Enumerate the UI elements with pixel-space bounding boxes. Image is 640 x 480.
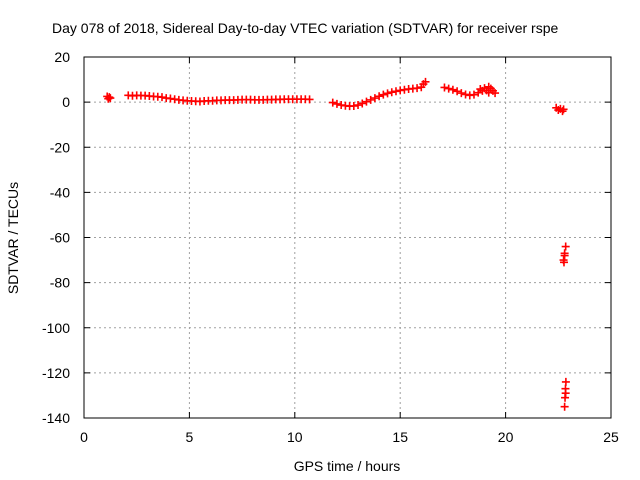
- data-point: [375, 92, 384, 101]
- data-point: [328, 98, 337, 107]
- data-point: [105, 93, 114, 102]
- data-point: [366, 95, 375, 104]
- y-tick-label: -120: [42, 365, 70, 381]
- data-point: [157, 93, 166, 102]
- data-point: [561, 242, 570, 251]
- data-point: [560, 251, 569, 260]
- data-point: [370, 94, 379, 103]
- y-tick-label: -40: [50, 184, 70, 200]
- data-point: [440, 83, 449, 92]
- data-point: [559, 105, 568, 114]
- data-points: [103, 77, 570, 411]
- data-point: [332, 99, 341, 108]
- data-point: [558, 107, 567, 116]
- y-tick-label: -80: [50, 275, 70, 291]
- y-tick-label: 0: [62, 94, 70, 110]
- axis-ticks: 0 5 10 15 20 25 20 0 -20 -40 -60 -80 -100 -120 -140: [42, 49, 619, 445]
- data-point: [469, 90, 478, 99]
- data-point: [379, 90, 388, 99]
- y-tick-label: 20: [54, 49, 70, 65]
- y-tick-label: -20: [50, 139, 70, 155]
- data-point: [413, 84, 422, 93]
- data-point: [421, 77, 430, 86]
- chart-title: Day 078 of 2018, Sidereal Day-to-day VTE…: [52, 20, 558, 36]
- y-tick-label: -60: [50, 230, 70, 246]
- data-point: [484, 82, 493, 91]
- data-point: [560, 402, 569, 411]
- grid-lines: [84, 57, 611, 418]
- x-tick-label: 5: [186, 429, 194, 445]
- data-point: [559, 258, 568, 267]
- x-tick-label: 10: [287, 429, 303, 445]
- data-point: [444, 84, 453, 93]
- data-point: [453, 87, 462, 96]
- y-axis-label: SDTVAR / TECUs: [5, 182, 21, 294]
- x-tick-label: 0: [80, 429, 88, 445]
- data-point: [305, 95, 314, 104]
- x-tick-label: 25: [603, 429, 619, 445]
- data-point: [387, 88, 396, 97]
- data-point: [358, 99, 367, 108]
- data-point: [362, 97, 371, 106]
- data-point: [383, 89, 392, 98]
- data-point: [354, 101, 363, 110]
- y-tick-label: -100: [42, 320, 70, 336]
- data-point: [349, 101, 358, 110]
- data-point: [448, 85, 457, 94]
- x-axis-label: GPS time / hours: [294, 458, 401, 474]
- x-tick-label: 20: [498, 429, 514, 445]
- data-point: [476, 85, 485, 94]
- x-tick-label: 15: [392, 429, 408, 445]
- data-point: [561, 377, 570, 386]
- data-point: [461, 90, 470, 99]
- data-point: [391, 87, 400, 96]
- data-point: [491, 89, 500, 98]
- data-point: [106, 94, 115, 103]
- y-tick-label: -140: [42, 410, 70, 426]
- data-point: [457, 89, 466, 98]
- data-point: [561, 389, 570, 398]
